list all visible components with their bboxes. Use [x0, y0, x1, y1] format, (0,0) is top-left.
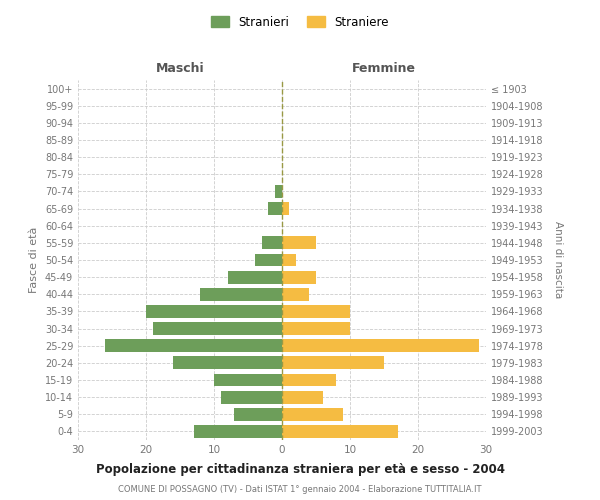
- Bar: [262, 236, 282, 250]
- Text: Popolazione per cittadinanza straniera per età e sesso - 2004: Popolazione per cittadinanza straniera p…: [95, 462, 505, 475]
- Bar: [282, 425, 398, 438]
- Bar: [275, 185, 282, 198]
- Bar: [194, 425, 282, 438]
- Text: COMUNE DI POSSAGNO (TV) - Dati ISTAT 1° gennaio 2004 - Elaborazione TUTTITALIA.I: COMUNE DI POSSAGNO (TV) - Dati ISTAT 1° …: [118, 485, 482, 494]
- Bar: [146, 305, 282, 318]
- Bar: [282, 356, 384, 370]
- Bar: [268, 202, 282, 215]
- Bar: [227, 270, 282, 283]
- Bar: [282, 340, 479, 352]
- Bar: [105, 340, 282, 352]
- Bar: [282, 374, 337, 386]
- Text: Femmine: Femmine: [352, 62, 416, 75]
- Bar: [282, 322, 350, 335]
- Bar: [214, 374, 282, 386]
- Bar: [282, 390, 323, 404]
- Bar: [153, 322, 282, 335]
- Y-axis label: Fasce di età: Fasce di età: [29, 227, 39, 293]
- Legend: Stranieri, Straniere: Stranieri, Straniere: [206, 11, 394, 34]
- Bar: [282, 236, 316, 250]
- Bar: [173, 356, 282, 370]
- Y-axis label: Anni di nascita: Anni di nascita: [553, 222, 563, 298]
- Bar: [282, 254, 296, 266]
- Bar: [282, 288, 309, 300]
- Bar: [282, 202, 289, 215]
- Bar: [221, 390, 282, 404]
- Bar: [235, 408, 282, 420]
- Bar: [200, 288, 282, 300]
- Bar: [282, 305, 350, 318]
- Text: Maschi: Maschi: [155, 62, 205, 75]
- Bar: [255, 254, 282, 266]
- Bar: [282, 408, 343, 420]
- Bar: [282, 270, 316, 283]
